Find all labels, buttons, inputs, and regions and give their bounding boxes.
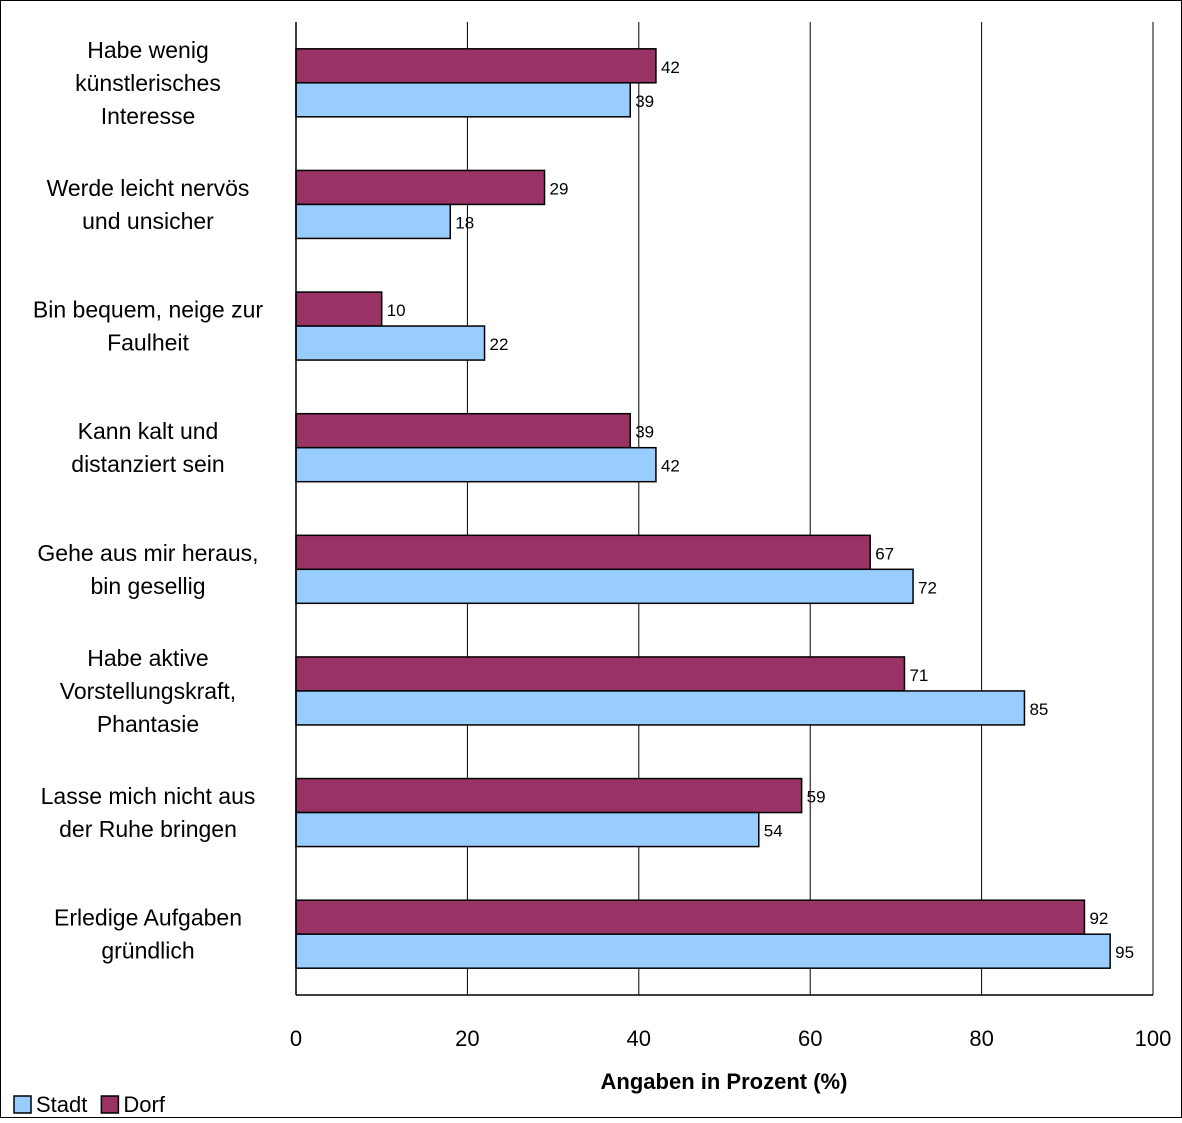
category-label-line: künstlerisches (75, 70, 221, 96)
category-label: Bin bequem, neige zur Faulheit (33, 297, 263, 356)
bar-stadt (295, 203, 452, 240)
category-label-line: Phantasie (97, 711, 199, 737)
bar-dorf (295, 412, 631, 449)
category-label-line: Bin bequem, neige zur (33, 297, 263, 323)
data-label: 85 (1029, 700, 1048, 719)
category-label-line: Habe aktive (87, 645, 208, 671)
data-label: 67 (875, 544, 894, 563)
data-label: 18 (455, 213, 474, 232)
bars (295, 48, 1111, 969)
category-label-line: Faulheit (107, 330, 189, 356)
data-label: 95 (1115, 943, 1134, 962)
category-label-line: Erledige Aufgaben (54, 905, 242, 931)
category-label: Habe wenig künstlerisches Interesse (75, 37, 221, 129)
legend-label-stadt: Stadt (36, 1092, 87, 1117)
bar-dorf (295, 777, 803, 814)
category-label-line: gründlich (101, 938, 194, 964)
labels: 0 20 40 60 80 100 42 39 Habe wenig künstlerisches… (33, 37, 1171, 1051)
bar-dorf (295, 899, 1086, 935)
legend-label-dorf: Dorf (123, 1092, 165, 1117)
x-tick-label: 0 (290, 1026, 302, 1051)
bar-dorf (295, 169, 546, 206)
data-label: 71 (909, 666, 928, 685)
x-tick-label: 20 (455, 1026, 479, 1051)
data-label: 42 (661, 58, 680, 77)
bar-stadt (295, 811, 760, 848)
data-label: 29 (550, 179, 569, 198)
category-label-line: und unsicher (82, 208, 214, 234)
bar-stadt (295, 82, 631, 118)
category-label-line: distanziert sein (71, 451, 224, 477)
category-label: Lasse mich nicht aus der Ruhe bringen (41, 783, 256, 842)
data-label: 72 (918, 578, 937, 597)
data-label: 22 (490, 335, 509, 354)
category-label-line: Lasse mich nicht aus (41, 783, 256, 809)
category-label: Kann kalt und distanziert sein (71, 418, 224, 477)
bar-dorf (295, 291, 383, 327)
axes (295, 22, 1153, 996)
category-label-line: Gehe aus mir heraus, (37, 540, 258, 566)
category-label-line: Vorstellungskraft, (60, 678, 236, 704)
data-label: 42 (661, 457, 680, 476)
legend-swatch-stadt (13, 1095, 32, 1114)
data-label: 39 (635, 423, 654, 442)
bar-dorf (295, 48, 657, 84)
category-label: Werde leicht nervös und unsicher (47, 175, 250, 234)
bar-stadt (295, 446, 657, 483)
category-label-line: Kann kalt und (78, 418, 219, 444)
data-label: 92 (1089, 909, 1108, 928)
x-tick-label: 60 (798, 1026, 822, 1051)
category-label-line: Habe wenig (87, 37, 208, 63)
bar-dorf (295, 656, 906, 692)
bar-stadt (295, 568, 914, 605)
category-label: Erledige Aufgaben gründlich (54, 905, 242, 964)
x-tick-label: 100 (1135, 1026, 1172, 1051)
x-tick-label: 80 (969, 1026, 993, 1051)
data-label: 39 (635, 92, 654, 111)
legend: Stadt Dorf (13, 1092, 166, 1117)
category-label-line: Werde leicht nervös (47, 175, 250, 201)
category-label-line: bin gesellig (90, 573, 205, 599)
x-tick-label: 40 (627, 1026, 651, 1051)
category-label: Habe aktive Vorstellungskraft, Phantasie (60, 645, 236, 737)
bar-dorf (295, 534, 871, 571)
bar-stadt (295, 690, 1026, 726)
bar-stadt (295, 325, 486, 361)
category-label-line: der Ruhe bringen (59, 816, 237, 842)
category-label: Gehe aus mir heraus, bin gesellig (37, 540, 258, 599)
data-label: 59 (807, 788, 826, 807)
bar-stadt (295, 933, 1111, 969)
category-label-line: Interesse (101, 103, 196, 129)
data-label: 54 (764, 822, 783, 841)
legend-swatch-dorf (100, 1095, 120, 1114)
x-axis-title: Angaben in Prozent (%) (601, 1069, 848, 1094)
data-label: 10 (387, 301, 406, 320)
